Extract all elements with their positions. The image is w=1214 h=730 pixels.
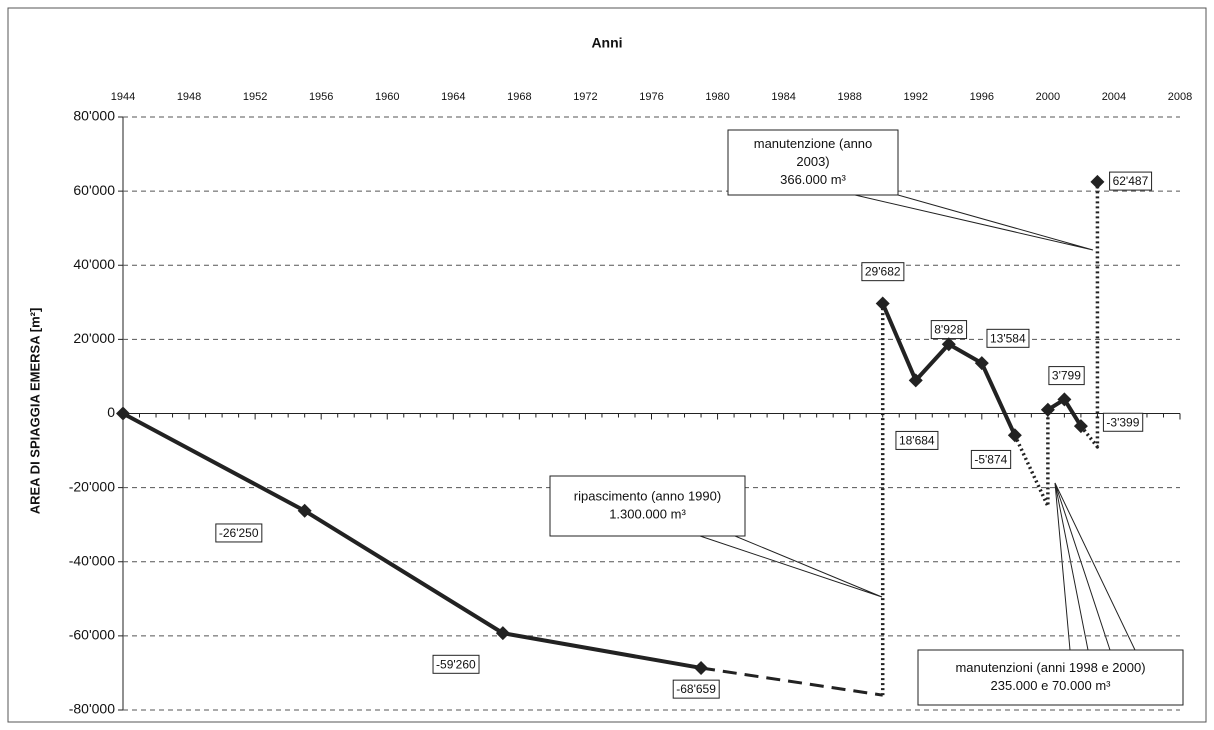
annotation-text: 366.000 m³ <box>780 172 846 187</box>
x-tick-label: 1996 <box>970 91 994 103</box>
annotation-text: 2003) <box>796 154 829 169</box>
x-tick-label: 1948 <box>177 91 201 103</box>
value-label: -26'250 <box>215 523 263 543</box>
x-tick-label: 1964 <box>441 91 465 103</box>
annotation-text: 1.300.000 m³ <box>609 506 686 521</box>
annotation-box <box>727 129 899 196</box>
x-tick-label: 2004 <box>1102 91 1126 103</box>
value-label: -59'260 <box>432 654 480 674</box>
x-tick-label: 1992 <box>904 91 928 103</box>
x-tick-label: 1952 <box>243 91 267 103</box>
value-label-text: 62'487 <box>1113 174 1149 188</box>
value-label-box <box>986 328 1030 348</box>
value-label-text: -59'260 <box>436 657 476 671</box>
marker <box>495 626 510 641</box>
value-label-box <box>1102 412 1144 432</box>
marker <box>974 356 989 371</box>
value-label-text: 8'928 <box>934 323 963 337</box>
annotation: manutenzione (anno 2003) 366.000 m³ <box>727 129 899 196</box>
value-label: 3'799 <box>1048 366 1085 386</box>
x-tick-label: 1960 <box>375 91 399 103</box>
x-tick-label: 1984 <box>771 91 795 103</box>
y-tick-label: 0 <box>107 404 115 420</box>
x-tick-label: 1972 <box>573 91 597 103</box>
annotation-box <box>549 475 746 537</box>
x-tick-label: 1956 <box>309 91 333 103</box>
y-tick-label: 20'000 <box>73 330 115 346</box>
value-label-text: 13'584 <box>990 331 1026 345</box>
value-label: 62'487 <box>1109 171 1153 191</box>
value-label: 8'928 <box>930 320 968 340</box>
line <box>700 666 883 697</box>
value-label: -5'874 <box>970 449 1012 469</box>
value-label-box <box>1048 366 1085 386</box>
marker <box>1007 428 1022 443</box>
value-label: -3'399 <box>1102 412 1144 432</box>
marker <box>941 337 956 352</box>
line <box>1013 409 1050 508</box>
x-tick-label: 1968 <box>507 91 531 103</box>
x-tick-label: 1976 <box>639 91 663 103</box>
value-label: -68'659 <box>672 679 720 699</box>
line <box>1079 181 1100 449</box>
value-label: 13'584 <box>986 328 1030 348</box>
annotation-box <box>917 649 1184 706</box>
annotation-text: 235.000 e 70.000 m³ <box>991 678 1112 693</box>
chart-title: Anni <box>591 35 622 51</box>
value-label-box <box>672 679 720 699</box>
annotation: ripascimento (anno 1990) 1.300.000 m³ <box>549 475 746 537</box>
marker <box>908 373 923 388</box>
marker <box>694 660 709 675</box>
annotation-text: manutenzioni (anni 1998 e 2000) <box>955 660 1145 675</box>
value-label-text: -3'399 <box>1106 415 1139 429</box>
y-tick-label: -60'000 <box>69 627 115 643</box>
annotation: manutenzioni (anni 1998 e 2000) 235.000 e… <box>917 649 1184 706</box>
marker <box>1040 402 1055 417</box>
value-label: 18'684 <box>895 430 939 450</box>
value-label-text: -5'874 <box>974 452 1007 466</box>
value-label-box <box>970 449 1012 469</box>
x-tick-label: 2008 <box>1168 91 1192 103</box>
value-label: 29'682 <box>861 262 905 282</box>
value-label-box <box>1109 171 1153 191</box>
value-label-text: 3'799 <box>1052 369 1081 383</box>
frame <box>7 7 1207 723</box>
x-tick-label: 2000 <box>1036 91 1060 103</box>
marker <box>1090 174 1105 189</box>
value-label-box <box>861 262 905 282</box>
value-label-box <box>215 523 263 543</box>
x-tick-label: 1988 <box>837 91 861 103</box>
marker <box>1073 419 1088 434</box>
annotation-text: ripascimento (anno 1990) <box>574 488 721 503</box>
value-label-text: 18'684 <box>899 433 935 447</box>
y-tick-label: 80'000 <box>73 108 115 124</box>
y-axis-label: AREA DI SPIAGGIA EMERSA [m²] <box>27 308 42 515</box>
marker <box>875 296 890 311</box>
marker <box>1057 392 1072 407</box>
value-label-text: -68'659 <box>676 682 716 696</box>
y-tick-label: 40'000 <box>73 256 115 272</box>
line <box>122 411 702 670</box>
y-tick-label: 60'000 <box>73 182 115 198</box>
marker <box>116 406 130 421</box>
y-tick-label: -20'000 <box>69 478 115 494</box>
value-label-text: 29'682 <box>865 265 901 279</box>
x-tick-label: 1944 <box>111 91 135 103</box>
annotation-text: manutenzione (anno <box>754 136 873 151</box>
value-label-box <box>432 654 480 674</box>
marker <box>297 503 312 518</box>
x-tick-label: 1980 <box>705 91 729 103</box>
y-tick-label: -80'000 <box>69 701 115 717</box>
value-label-box <box>895 430 939 450</box>
value-label-text: -26'250 <box>219 526 259 540</box>
y-tick-label: -40'000 <box>69 552 115 568</box>
